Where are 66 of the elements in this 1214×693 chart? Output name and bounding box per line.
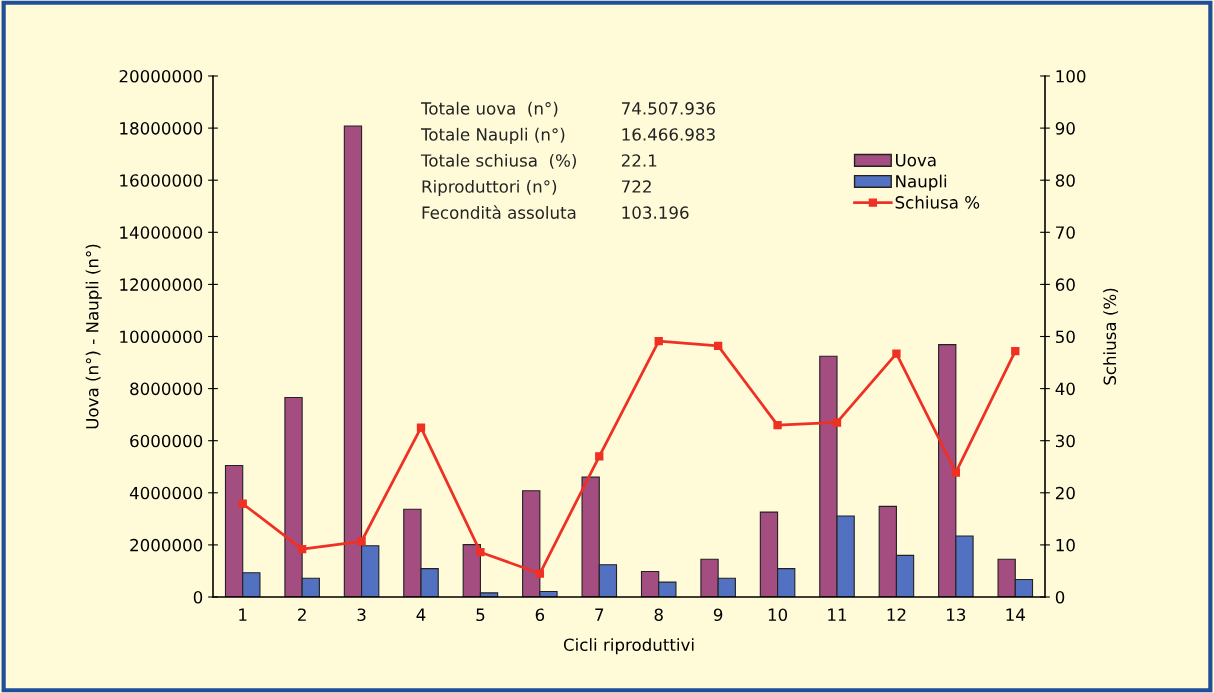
y-tick-label: 10000000 — [120, 330, 203, 344]
y-tick-label: 12000000 — [120, 278, 203, 291]
annotation: Fecondità assoluta — [422, 205, 576, 219]
point — [773, 420, 782, 430]
x-tick-label: 1 — [239, 608, 247, 621]
point — [1011, 346, 1020, 356]
y2-tick-label: 40 — [1055, 382, 1075, 396]
legend-label: Naupli — [896, 174, 947, 191]
point — [238, 499, 247, 508]
annotation: 722 — [622, 180, 651, 193]
point — [357, 537, 366, 546]
x-tick-label: 8 — [654, 608, 663, 622]
annotation: Totale Naupli (n°) — [420, 127, 565, 144]
y2-tick-label: 50 — [1056, 330, 1075, 344]
y2-tick-label: 70 — [1056, 226, 1075, 239]
point — [713, 341, 723, 351]
point — [297, 544, 307, 554]
y-tick-label: 20000000 — [119, 69, 203, 83]
y-tick-label: 8000000 — [130, 382, 203, 396]
x-tick-label: 6 — [535, 608, 545, 622]
y-tick-label: 18000000 — [120, 122, 203, 135]
x-tick-label: 14 — [1006, 608, 1025, 621]
y-tick-label: 4000000 — [129, 486, 203, 500]
annotation: 103.196 — [622, 206, 689, 219]
x-tick-label: 9 — [713, 608, 723, 622]
legend-label: Schiusa % — [895, 195, 980, 209]
y2-axis-title: Schiusa (%) — [1103, 288, 1119, 385]
x-tick-label: 7 — [595, 608, 604, 621]
y2-tick-label: 80 — [1055, 174, 1075, 187]
point — [951, 468, 961, 477]
x-tick-label: 13 — [947, 608, 966, 622]
point — [535, 569, 545, 578]
x-tick-label: 3 — [357, 608, 366, 622]
y2-tick-label: 10 — [1056, 538, 1075, 552]
point — [892, 349, 901, 358]
annotation: 16.466.983 — [622, 128, 715, 141]
y2-tick-label: 90 — [1055, 122, 1075, 135]
y-tick-label: 6000000 — [130, 434, 203, 448]
x-tick-label: 11 — [828, 608, 847, 621]
x-tick-label: 10 — [768, 608, 788, 622]
x-tick-label: 5 — [476, 608, 485, 622]
annotation: Riproduttori (n°) — [422, 179, 557, 197]
y-tick-label: 0 — [193, 590, 203, 604]
y-tick-label: 2000000 — [130, 538, 203, 552]
y2-tick-label: 20 — [1055, 486, 1075, 500]
x-axis-title: Cicli riproduttivi — [563, 638, 694, 655]
y2-tick-label: 100 — [1056, 69, 1086, 83]
point — [595, 452, 604, 461]
x-tick-label: 2 — [298, 608, 306, 621]
annotation: Totale schiusa (%) — [420, 153, 576, 169]
y-tick-label: 14000000 — [120, 226, 203, 239]
y2-tick-label: 0 — [1055, 590, 1065, 604]
annotation: 74.507.936 — [622, 102, 716, 115]
x-tick-label: 4 — [416, 608, 426, 621]
y-tick-label: 16000000 — [120, 174, 203, 187]
y-axis-title: Uova (n°) - Naupli (n°) — [85, 244, 102, 429]
y2-tick-label: 60 — [1055, 278, 1075, 291]
annotation: Totale uova (n°) — [420, 101, 558, 117]
x-tick-label: 12 — [887, 608, 906, 621]
annotation: 22.1 — [621, 154, 657, 167]
y2-tick-label: 30 — [1055, 434, 1075, 448]
point — [654, 337, 663, 346]
legend-label: Uova — [896, 154, 936, 167]
point — [476, 548, 485, 557]
point — [832, 418, 842, 427]
point — [416, 423, 426, 432]
